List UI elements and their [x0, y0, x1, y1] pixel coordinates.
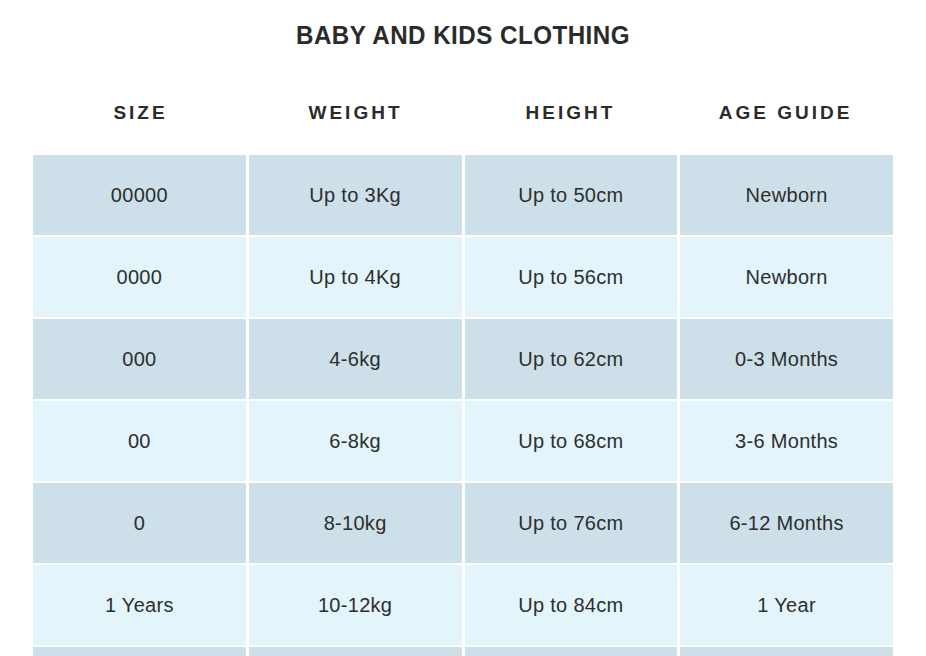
cell-height: Up to 50cm: [465, 155, 678, 235]
table-header-row: SIZE WEIGHT HEIGHT AGE GUIDE: [33, 102, 893, 124]
cell-weight: 10-12kg: [249, 565, 462, 645]
cell-size: 00000: [33, 155, 246, 235]
cell-age-guide: 6-12 Months: [680, 483, 893, 563]
cell-height: Up to 68cm: [465, 401, 678, 481]
cell-size: 1 Years: [33, 565, 246, 645]
cell-age-guide: 3-6 Months: [680, 401, 893, 481]
cell-height: Up to 84cm: [465, 565, 678, 645]
cell-size: 000: [33, 319, 246, 399]
cell-size: 00: [33, 401, 246, 481]
page-title: BABY AND KIDS CLOTHING: [32, 20, 893, 51]
cell-height: Up to 56cm: [465, 237, 678, 317]
cell-height: [465, 647, 678, 656]
cell-weight: 4-6kg: [249, 319, 462, 399]
cell-size: [33, 647, 246, 656]
column-header-size: SIZE: [33, 102, 248, 124]
cell-size: 0: [33, 483, 246, 563]
cell-age-guide: 0-3 Months: [680, 319, 893, 399]
cell-weight: 6-8kg: [249, 401, 462, 481]
cell-size: 0000: [33, 237, 246, 317]
cell-height: Up to 62cm: [465, 319, 678, 399]
column-header-age-guide: AGE GUIDE: [678, 102, 893, 124]
cell-weight: 8-10kg: [249, 483, 462, 563]
cell-weight: Up to 4Kg: [249, 237, 462, 317]
cell-height: Up to 76cm: [465, 483, 678, 563]
column-header-height: HEIGHT: [463, 102, 678, 124]
cell-age-guide: Newborn: [680, 237, 893, 317]
cell-age-guide: Newborn: [680, 155, 893, 235]
cell-age-guide: 1 Year: [680, 565, 893, 645]
column-header-weight: WEIGHT: [248, 102, 463, 124]
cell-weight: Up to 3Kg: [249, 155, 462, 235]
cell-age-guide: [680, 647, 893, 656]
size-chart-table: 00000 Up to 3Kg Up to 50cm Newborn 0000 …: [33, 155, 893, 656]
cell-weight: [249, 647, 462, 656]
